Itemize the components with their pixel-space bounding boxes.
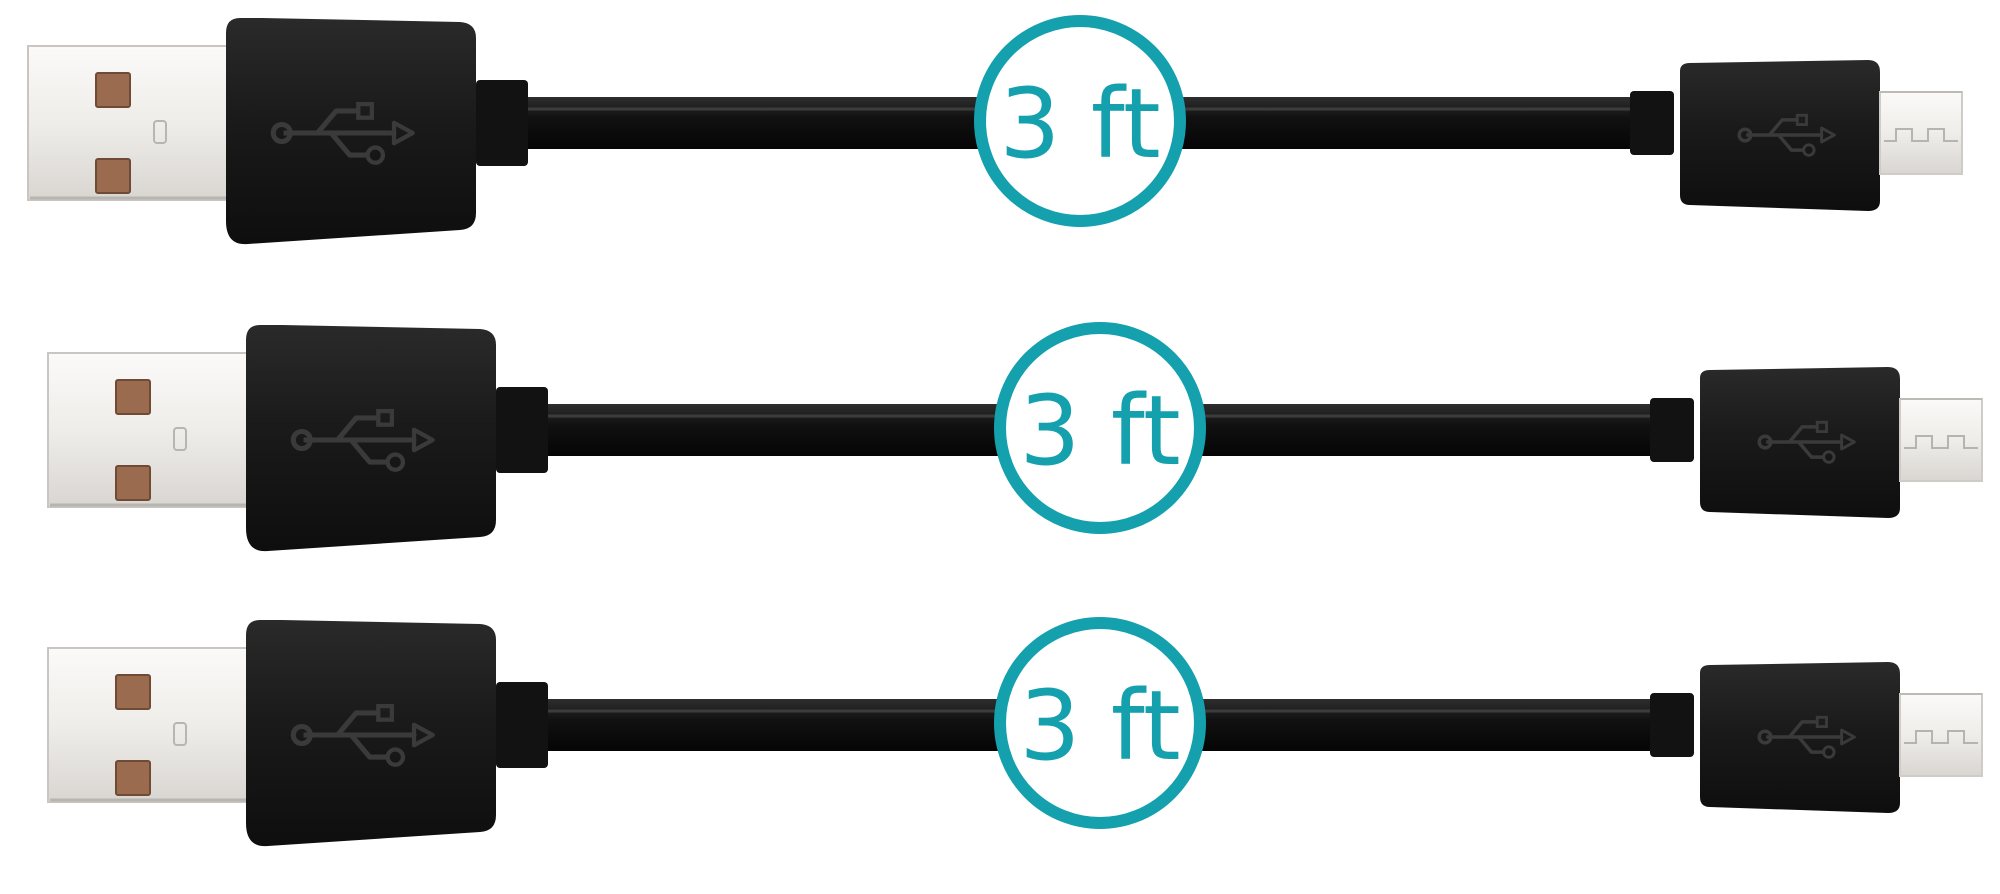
micro-usb-metal-tip [1879, 91, 1963, 175]
usb-a-connector [47, 620, 548, 847]
micro-usb-connector [1650, 367, 1983, 518]
usb-a-contact-bottom [95, 158, 131, 194]
usb-a-strain-relief [496, 682, 548, 768]
usb-a-connector [47, 325, 548, 552]
length-badge: 3 ft [974, 15, 1186, 227]
usb-a-contact-top [115, 674, 151, 710]
usb-a-shell-slot [173, 427, 187, 451]
micro-usb-connector [1630, 60, 1963, 211]
micro-usb-tip-notches [1904, 730, 1978, 744]
micro-usb-connector [1650, 662, 1983, 813]
micro-usb-tip-notches [1904, 435, 1978, 449]
micro-usb-strain-relief [1630, 91, 1674, 155]
micro-usb-strain-relief [1650, 398, 1694, 462]
usb-a-metal-shell [47, 647, 259, 803]
length-badge: 3 ft [994, 322, 1206, 534]
length-badge-ring [994, 322, 1206, 534]
usb-a-contact-bottom [115, 760, 151, 796]
cable-1: 3 ft [27, 15, 1963, 245]
usb-a-contact-bottom [115, 465, 151, 501]
usb-a-metal-shell [27, 45, 239, 201]
usb-a-strain-relief [496, 387, 548, 473]
length-label: 3 ft [1019, 670, 1180, 782]
usb-a-shell-slot [153, 120, 167, 144]
micro-usb-metal-tip [1899, 693, 1983, 777]
usb-a-contact-top [115, 379, 151, 415]
usb-a-strain-relief [476, 80, 528, 166]
length-badge-ring [994, 617, 1206, 829]
length-label: 3 ft [999, 68, 1160, 180]
micro-usb-strain-relief [1650, 693, 1694, 757]
micro-usb-tip-notches [1884, 128, 1958, 142]
cable-2: 3 ft [47, 322, 1983, 552]
usb-a-metal-shell [47, 352, 259, 508]
length-label: 3 ft [1019, 375, 1180, 487]
length-badge-ring [974, 15, 1186, 227]
usb-a-contact-top [95, 72, 131, 108]
micro-usb-metal-tip [1899, 398, 1983, 482]
usb-a-shell-slot [173, 722, 187, 746]
length-badge: 3 ft [994, 617, 1206, 829]
cable-3: 3 ft [47, 617, 1983, 847]
usb-a-connector [27, 18, 528, 245]
